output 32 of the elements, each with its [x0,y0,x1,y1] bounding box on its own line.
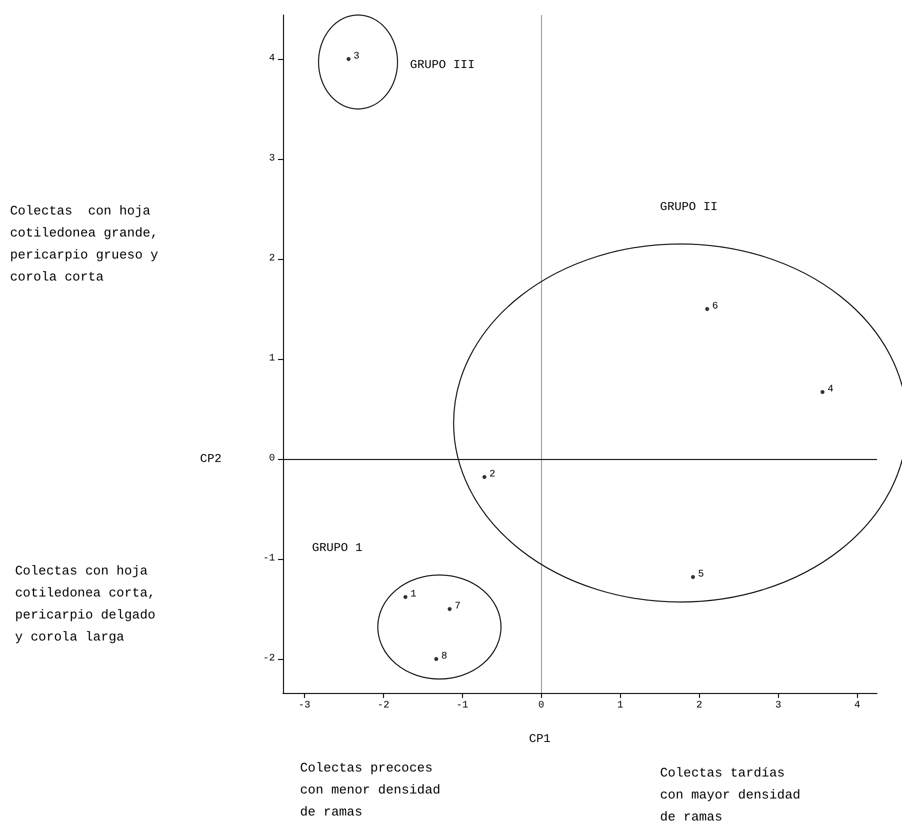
y-tick-label: -2 [262,654,275,664]
x-axis-title: CP1 [529,732,551,746]
annotation: 2 [489,470,496,480]
x-tick-label: -2 [377,700,390,712]
annotation: GRUPO II [660,200,718,214]
annotation: 3 [354,52,360,62]
x-tick-label: -3 [298,700,310,712]
x-tick-label: 1 [617,700,624,712]
text: Colectas con hoja cotiledonea corta, pericarpio delgado y corola larga [15,564,156,644]
annotation: GRUPO III [410,58,475,72]
annotation: 1 [410,590,416,600]
x-tick-label: 3 [775,700,782,712]
y-tick-label: -1 [262,554,275,564]
text: Colectas precoces con menor densidad de ramas [300,760,440,820]
annotation: GRUPO 1 [312,541,362,555]
x-tick-label: 2 [696,700,702,712]
y-tick-label: 4 [268,54,275,64]
text: Colectas tardías con mayor densidad de ramas [660,766,800,822]
y-tick-label: 0 [268,454,275,464]
x-tick-label: -1 [456,700,468,712]
y-tick-label: 1 [268,354,275,364]
annotation: 7 [454,602,461,612]
x-tick-label: 0 [538,700,544,712]
y-tick-label: 3 [268,154,275,164]
annotation: 8 [441,652,448,662]
x-tick-label: 4 [854,700,860,712]
y-tick-label: 2 [268,254,275,264]
annotation: 5 [698,570,704,580]
annotation: 4 [827,384,834,396]
annotation: 6 [712,302,718,312]
text: Colectas con hoja cotiledonea grande, pericarpio grueso y corola corta [10,204,158,284]
y-axis-title: CP2 [200,452,222,466]
